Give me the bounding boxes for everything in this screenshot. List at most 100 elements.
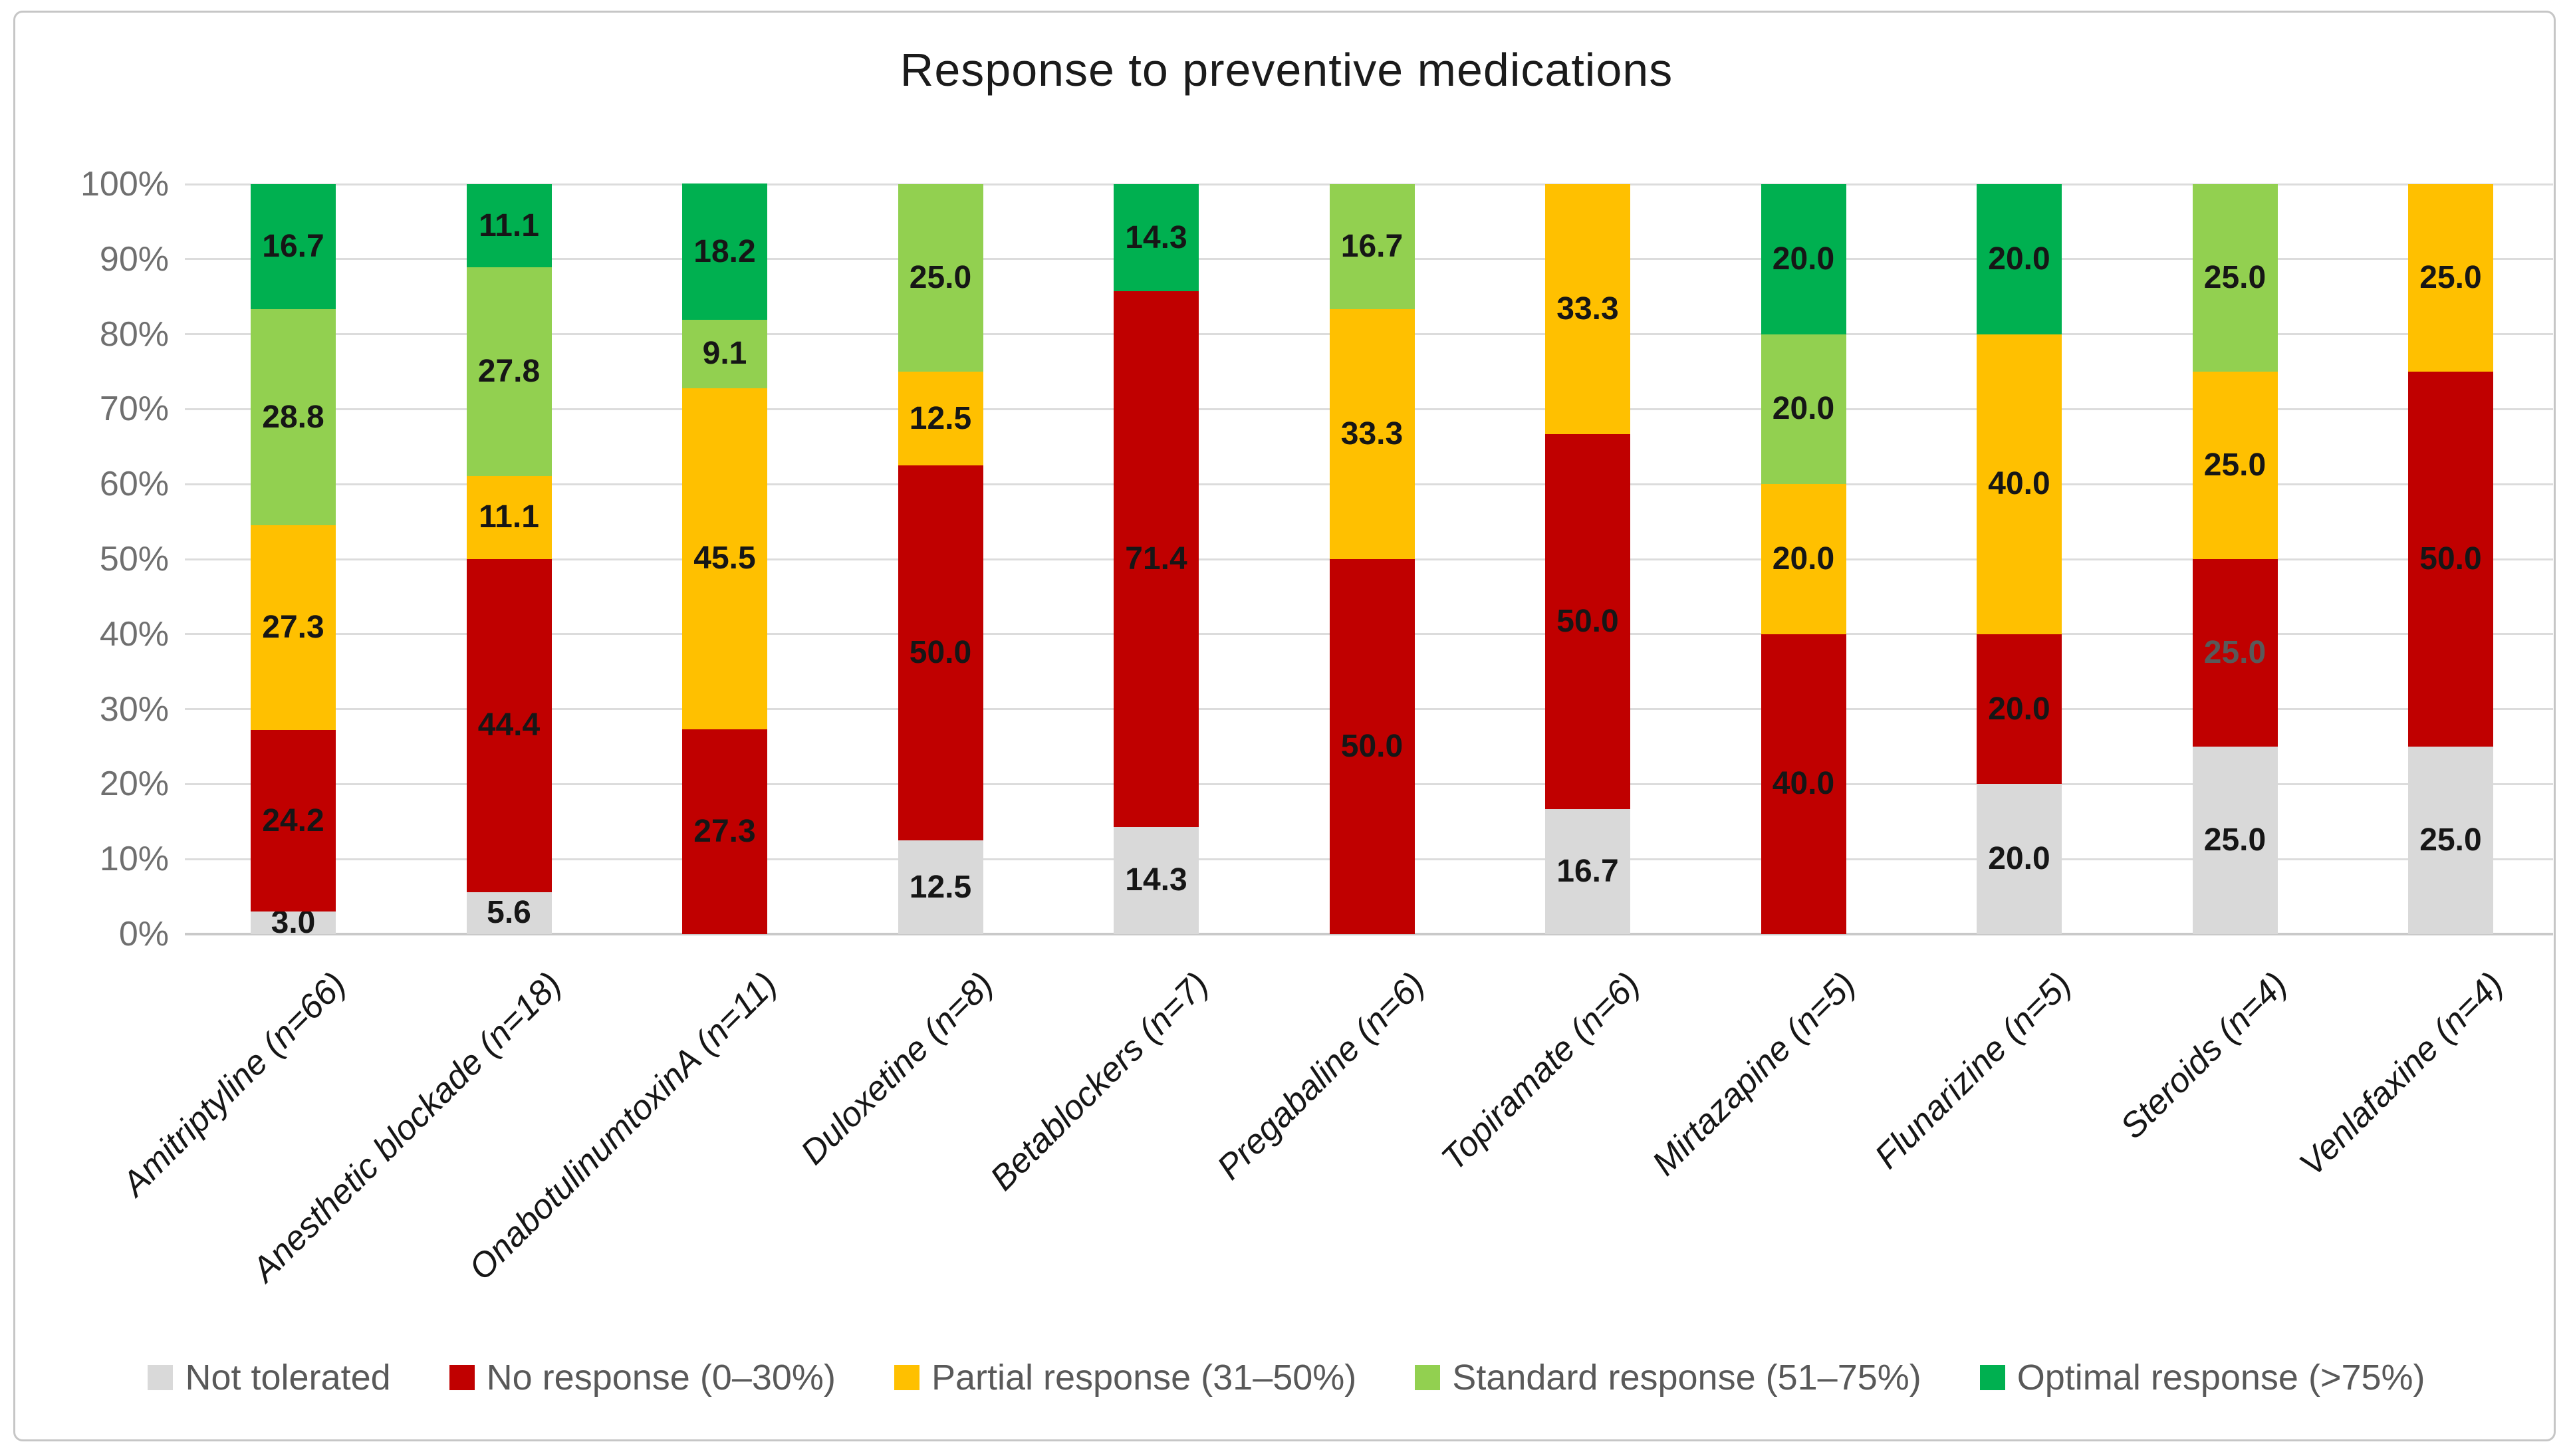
bar-segment: 25.0 [2408,184,2493,372]
bar-segment: 50.0 [898,465,983,840]
segment-value-label: 45.5 [693,541,756,576]
bar-segment: 5.6 [466,892,552,934]
legend-label: Standard response (51–75%) [1452,1358,1921,1397]
segment-value-label: 25.0 [2203,447,2267,483]
y-tick-label: 0% [118,915,169,953]
segment-value-label: 16.7 [262,229,324,265]
bar-segment: 50.0 [1329,559,1415,934]
segment-value-label: 20.0 [1772,241,1835,277]
segment-value-label: 50.0 [1340,729,1404,764]
bar-segment: 24.2 [251,730,336,912]
segment-value-label: 27.3 [693,814,756,850]
segment-value-label: 20.0 [1772,541,1835,576]
segment-value-label: 25.0 [2419,822,2482,858]
segment-value-label: 18.2 [693,233,756,269]
bar-segment: 28.8 [251,309,336,526]
y-tick-label: 10% [99,840,169,879]
y-tick-label: 50% [99,540,169,578]
bar-segment: 16.7 [1545,808,1630,934]
y-tick-label: 60% [99,465,169,504]
bar-segment: 18.2 [682,183,767,320]
y-tick-label: 100% [80,165,169,203]
segment-value-label: 40.0 [1772,766,1835,802]
y-tick-label: 30% [99,689,169,729]
segment-value-label: 20.0 [1988,841,2050,877]
x-axis-line [185,933,2553,935]
legend-item-no-response-0-30: No response (0–30%) [449,1358,836,1397]
segment-value-label: 50.0 [1556,603,1619,639]
bar-segment: 14.3 [1114,826,1199,934]
legend-item-not-tolerated: Not tolerated [148,1358,391,1397]
segment-value-label: 71.4 [1125,541,1187,576]
bar-segment: 3.0 [251,907,336,939]
legend-item-optimal-response-75: Optimal response (>75%) [1979,1358,2425,1397]
segment-value-label: 25.0 [2203,635,2267,670]
y-tick-label: 20% [99,765,169,804]
legend-swatch-optimal-response-75 [1979,1365,2005,1390]
legend-swatch-not-tolerated [148,1365,174,1390]
bar-segment: 12.5 [898,372,983,465]
bar-segment: 9.1 [682,320,767,388]
segment-value-label: 9.1 [702,336,747,372]
segment-value-label: 33.3 [1340,416,1404,452]
segment-value-label: 12.5 [909,400,972,436]
segment-value-label: 50.0 [2419,541,2482,576]
segment-value-label: 11.1 [479,207,539,243]
bar-segment: 27.3 [682,729,767,934]
segment-value-label: 24.2 [262,802,324,838]
segment-value-label: 44.4 [477,707,541,743]
bar-segment: 20.0 [1977,784,2062,934]
legend-swatch-partial-response-31-50 [894,1365,919,1390]
y-tick-label: 70% [99,390,169,429]
segment-value-label: 27.3 [262,610,324,646]
bar-segment: 14.3 [1114,184,1199,292]
bar-segment: 11.1 [466,184,552,268]
bar-segment: 40.0 [1761,634,1846,934]
bar-segment: 44.4 [466,559,552,892]
bar-segment: 16.7 [1329,184,1415,310]
segment-value-label: 20.0 [1772,391,1835,427]
bar-segment: 40.0 [1977,334,2062,634]
bar-segment: 33.3 [1329,309,1415,559]
segment-value-label: 14.3 [1125,862,1187,898]
bar-segment: 12.5 [898,840,983,934]
segment-value-label: 14.3 [1125,219,1187,255]
segment-value-label: 5.6 [487,895,531,931]
legend-label: Partial response (31–50%) [931,1358,1357,1397]
legend-label: Optimal response (>75%) [2017,1358,2425,1397]
segment-value-label: 20.0 [1988,691,2050,727]
bar-segment: 20.0 [1977,184,2062,334]
segment-value-label: 25.0 [909,260,972,295]
segment-value-label: 16.7 [1556,853,1619,889]
bar-segment: 20.0 [1977,634,2062,785]
legend-swatch-standard-response-51-75 [1415,1365,1441,1390]
bar-segment: 16.7 [251,184,336,310]
bar-segment: 25.0 [2192,372,2278,559]
legend-swatch-no-response-0-30 [449,1365,475,1390]
y-tick-label: 80% [99,314,169,354]
segment-value-label: 33.3 [1556,291,1619,326]
bar-segment: 11.1 [466,475,552,559]
bar-segment: 25.0 [2192,184,2278,372]
bar-segment: 20.0 [1761,334,1846,485]
bar-segment: 50.0 [2408,372,2493,747]
segment-value-label: 25.0 [2203,822,2267,858]
bar-segment: 25.0 [2192,747,2278,934]
segment-value-label: 50.0 [909,635,972,670]
legend-item-standard-response-51-75: Standard response (51–75%) [1415,1358,1921,1397]
chart-title: Response to preventive medications [900,44,1673,96]
segment-value-label: 12.5 [909,869,972,905]
bar-segment: 25.0 [898,184,983,372]
bar-segment: 45.5 [682,388,767,730]
segment-value-label: 11.1 [479,499,539,535]
segment-value-label: 16.7 [1340,229,1404,265]
legend-label: No response (0–30%) [486,1358,836,1397]
segment-value-label: 3.0 [271,905,316,941]
legend-label: Not tolerated [185,1358,391,1397]
bar-segment: 50.0 [1545,433,1630,809]
segment-value-label: 20.0 [1988,241,2050,277]
segment-value-label: 40.0 [1988,466,2050,502]
bar-segment: 25.0 [2408,747,2493,934]
y-tick-label: 40% [99,614,169,654]
